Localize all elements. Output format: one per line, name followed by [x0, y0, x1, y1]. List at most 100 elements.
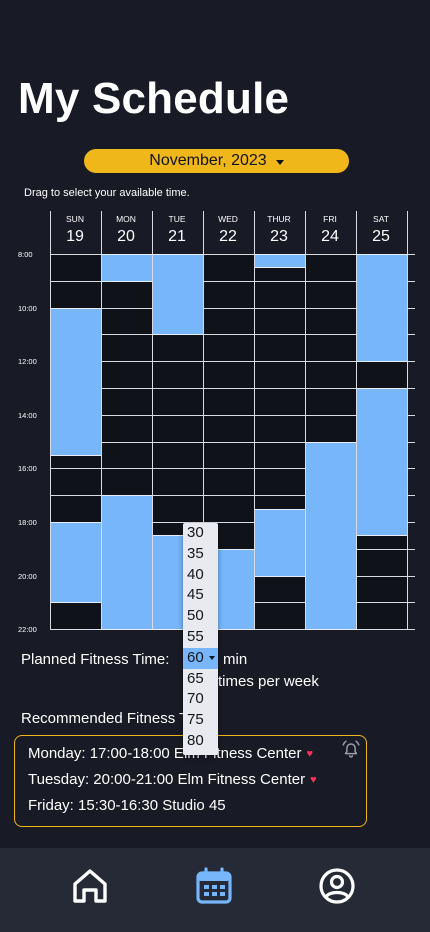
day-name: WED	[218, 214, 238, 224]
recommended-item-text: Tuesday: 20:00-21:00 Elm Fitness Center	[28, 771, 306, 788]
time-label: 10:00	[18, 303, 37, 313]
hour-gridline	[50, 334, 415, 336]
hour-gridline	[50, 388, 415, 389]
available-block[interactable]	[101, 495, 153, 631]
dropdown-option[interactable]: 55	[183, 627, 218, 648]
dropdown-option-label: 60	[187, 648, 204, 666]
day-number: 19	[66, 228, 84, 245]
hour-gridline	[50, 468, 415, 470]
profile-icon[interactable]	[317, 866, 357, 906]
day-name: FRI	[323, 214, 337, 224]
day-divider	[305, 211, 306, 630]
day-header: TUE 21	[152, 211, 202, 246]
dropdown-option[interactable]: 80	[183, 731, 218, 752]
day-number: 22	[219, 228, 237, 245]
recommended-title: Recommended Fitness Time:	[21, 710, 217, 727]
hour-gridline	[50, 441, 415, 443]
day-number: 25	[372, 228, 390, 245]
dropdown-option-label: 40	[187, 565, 204, 583]
day-number: 21	[168, 228, 186, 245]
day-header: WED 22	[203, 211, 253, 246]
day-header: FRI 24	[305, 211, 355, 246]
available-block[interactable]	[356, 254, 408, 363]
month-selector[interactable]: November, 2023	[84, 149, 349, 173]
hour-gridline	[50, 307, 415, 309]
calendar-icon[interactable]	[194, 866, 234, 906]
day-number: 24	[321, 228, 339, 245]
day-divider	[152, 211, 153, 630]
day-divider	[356, 211, 357, 630]
day-header: SAT 25	[356, 211, 406, 246]
frequency-label: times per week	[218, 673, 319, 690]
day-divider	[203, 211, 204, 630]
available-block[interactable]	[356, 388, 408, 537]
hour-gridline	[50, 414, 415, 416]
day-divider	[101, 211, 102, 630]
hour-gridline	[50, 522, 415, 523]
dropdown-option[interactable]: 30	[183, 523, 218, 544]
caret-down-icon	[275, 159, 284, 165]
alarm-bell-icon[interactable]	[340, 738, 362, 760]
recommended-item-text: Monday: 17:00-18:00 Elm Fitness Center	[28, 745, 302, 762]
day-divider	[254, 211, 255, 630]
dropdown-option-label: 50	[187, 607, 204, 625]
available-block[interactable]	[50, 307, 102, 456]
dropdown-option-label: 55	[187, 627, 204, 645]
hour-gridline	[50, 280, 415, 282]
caret-down-icon	[209, 655, 215, 660]
dropdown-option[interactable]: 70	[183, 689, 218, 710]
time-label: 8:00	[18, 250, 33, 259]
day-header: MON 20	[101, 211, 151, 246]
dropdown-option-label: 75	[187, 711, 204, 729]
drag-hint: Drag to select your available time.	[24, 187, 190, 199]
time-label: 16:00	[18, 464, 37, 474]
dropdown-option[interactable]: 75	[183, 710, 218, 731]
day-header: SUN 19	[50, 211, 100, 246]
day-header: THUR 23	[254, 211, 304, 246]
hour-gridline	[50, 254, 415, 255]
available-block[interactable]	[254, 254, 306, 269]
recommended-item[interactable]: Tuesday: 20:00-21:00 Elm Fitness Center …	[28, 771, 317, 788]
available-block[interactable]	[50, 522, 102, 604]
hour-gridline	[50, 361, 415, 363]
dropdown-option-label: 80	[187, 731, 204, 749]
day-number: 20	[117, 228, 135, 245]
dropdown-option[interactable]: 45	[183, 585, 218, 606]
hour-gridline	[50, 495, 415, 497]
dropdown-option[interactable]: 60	[183, 647, 218, 669]
dropdown-option-label: 65	[187, 669, 204, 687]
time-label: 22:00	[18, 625, 37, 635]
dropdown-option-label: 35	[187, 544, 204, 562]
day-name: SAT	[373, 214, 389, 224]
bottom-nav	[0, 848, 430, 932]
available-block[interactable]	[101, 254, 153, 282]
planned-time-dropdown[interactable]: 30 35 40 45 50 55 60 65 70 75 80	[183, 523, 218, 755]
day-number: 23	[270, 228, 288, 245]
day-name: TUE	[168, 214, 186, 224]
day-name: MON	[116, 214, 136, 224]
dropdown-option[interactable]: 65	[183, 669, 218, 690]
heart-icon[interactable]: ♥	[310, 773, 317, 786]
dropdown-option[interactable]: 50	[183, 606, 218, 627]
planned-unit-label: min	[223, 651, 248, 668]
recommended-item[interactable]: Monday: 17:00-18:00 Elm Fitness Center ♥	[28, 745, 313, 762]
day-divider	[50, 211, 51, 630]
time-label: 18:00	[18, 518, 37, 527]
recommended-item[interactable]: Friday: 15:30-16:30 Studio 45	[28, 797, 226, 814]
home-icon[interactable]	[70, 866, 110, 906]
dropdown-option[interactable]: 40	[183, 565, 218, 586]
dropdown-option-label: 70	[187, 690, 204, 708]
time-label: 20:00	[18, 571, 37, 581]
page-title: My Schedule	[18, 74, 290, 123]
day-name: SUN	[66, 214, 84, 224]
recommended-item-text: Friday: 15:30-16:30 Studio 45	[28, 797, 226, 814]
dropdown-option[interactable]: 35	[183, 544, 218, 565]
time-label: 12:00	[18, 357, 37, 367]
available-block[interactable]	[305, 441, 357, 631]
recommended-list: Monday: 17:00-18:00 Elm Fitness Center ♥…	[14, 735, 367, 827]
heart-icon[interactable]: ♥	[306, 747, 314, 760]
time-label: 14:00	[18, 410, 37, 420]
available-block[interactable]	[254, 508, 306, 577]
dropdown-option-label: 30	[187, 524, 204, 541]
available-block[interactable]	[152, 254, 204, 336]
